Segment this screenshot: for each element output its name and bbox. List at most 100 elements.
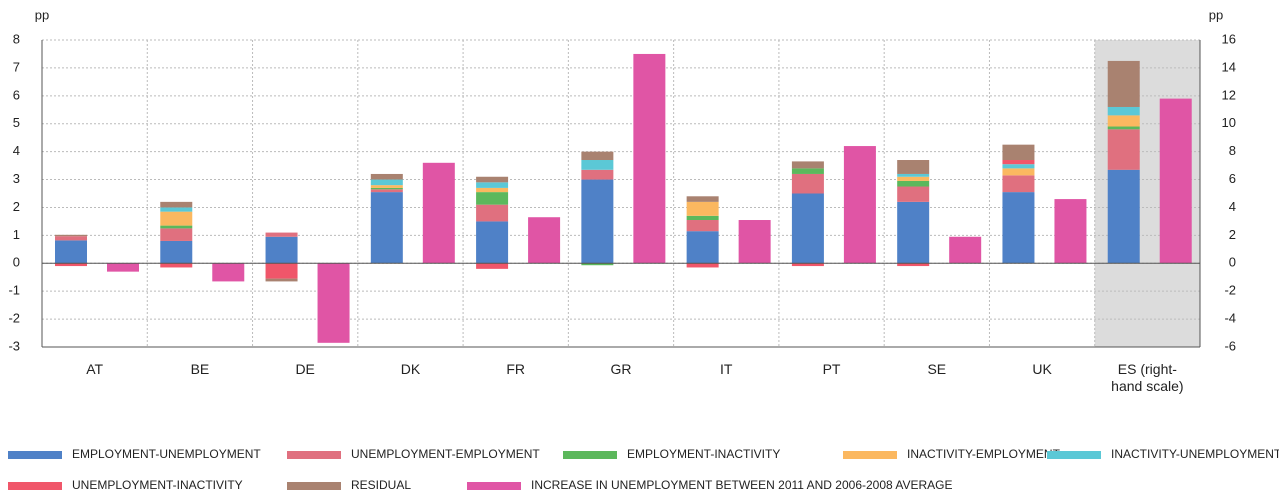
bar [107, 263, 139, 272]
bar-segment [476, 176, 509, 183]
bar-segment [160, 263, 193, 268]
bar-segment [160, 201, 193, 208]
x-tick-label: UK [1032, 361, 1052, 377]
bar-segment [897, 160, 930, 174]
x-tick-label: FR [506, 361, 526, 377]
y2-tick-label: 14 [1222, 59, 1236, 74]
y-tick-label: 3 [13, 171, 20, 186]
legend-swatch [8, 482, 62, 490]
y-axis-label: pp [35, 7, 49, 22]
bar-segment [55, 234, 87, 237]
bar-segment [265, 232, 298, 237]
bar-segment [791, 263, 824, 267]
bar-segment [370, 185, 403, 188]
bar-segment [581, 151, 614, 161]
y-tick-label: 6 [13, 87, 20, 102]
bar-segment [476, 263, 509, 269]
bar-segment [897, 201, 930, 264]
y-tick-label: -2 [8, 311, 20, 326]
bar-segment [55, 236, 87, 241]
bar-segment [160, 211, 193, 226]
legend-swatch [287, 451, 341, 459]
y2-tick-label: 16 [1222, 31, 1236, 46]
bar-segment [686, 215, 719, 221]
bar-segment [160, 207, 193, 212]
legend-label: RESIDUAL [351, 478, 411, 492]
bar-segment [160, 240, 193, 264]
y-tick-label: 1 [13, 227, 20, 242]
bar-segment [370, 192, 403, 264]
legend-swatch [1047, 451, 1101, 459]
bar-segment [160, 225, 193, 229]
bar-segment [476, 221, 509, 264]
y-tick-label: -3 [8, 338, 20, 353]
bar-segment [1107, 126, 1140, 130]
x-tick-label: DK [400, 361, 421, 377]
bar-segment [55, 240, 87, 264]
bar-segment [1107, 169, 1140, 264]
y-tick-label: -1 [8, 283, 20, 298]
bar-segment [370, 189, 403, 193]
bar-segment [476, 187, 509, 193]
bar-segment [476, 192, 509, 205]
bar [317, 263, 350, 343]
y-tick-label: 4 [13, 143, 20, 158]
bar-segment [1002, 164, 1035, 169]
legend-label: UNEMPLOYMENT-INACTIVITY [72, 478, 243, 492]
bar-segment [1107, 106, 1140, 116]
y2-tick-label: 10 [1222, 115, 1236, 130]
x-tick-label: GR [610, 361, 632, 377]
bar-segment [1002, 192, 1035, 264]
bar-segment [581, 179, 614, 264]
y2-tick-label: 4 [1229, 199, 1236, 214]
bar-segment [1002, 160, 1035, 165]
bar [633, 53, 666, 264]
bar [212, 263, 245, 282]
bar-segment [160, 228, 193, 241]
bar-segment [1107, 115, 1140, 127]
bar-segment [1107, 129, 1140, 170]
bar-segment [370, 179, 403, 186]
bar-segment [897, 186, 930, 202]
bar-segment [370, 187, 403, 190]
bar-segment [897, 176, 930, 181]
bar [843, 146, 876, 264]
y2-tick-label: 2 [1229, 227, 1236, 242]
bar-segment [791, 168, 824, 174]
legend-label: EMPLOYMENT-INACTIVITY [627, 447, 780, 461]
bar [422, 162, 455, 264]
bar-segment [791, 161, 824, 169]
bar-segment [265, 236, 298, 264]
legend-swatch [563, 451, 617, 459]
y2-axis-label: pp [1209, 7, 1223, 22]
bar-segment [55, 263, 87, 267]
bar-segment [897, 263, 930, 267]
y-tick-label: 0 [13, 255, 20, 270]
bar [949, 236, 982, 264]
x-tick-label: IT [720, 361, 733, 377]
bar-segment [897, 180, 930, 187]
bar-segment [581, 160, 614, 170]
legend-swatch [843, 451, 897, 459]
x-tick-label: BE [190, 361, 210, 377]
bar-segment [791, 173, 824, 194]
bar [1054, 199, 1087, 264]
bar-segment [1002, 168, 1035, 176]
legend-label: INACTIVITY-UNEMPLOYMENT [1111, 447, 1279, 461]
bar-segment [265, 278, 298, 282]
bar-segment [370, 173, 403, 180]
legend-swatch [8, 451, 62, 459]
bar-segment [1002, 144, 1035, 161]
y2-tick-label: 8 [1229, 143, 1236, 158]
bar-segment [1002, 175, 1035, 193]
legend-label: EMPLOYMENT-UNEMPLOYMENT [72, 447, 261, 461]
x-tick-label: SE [927, 361, 947, 377]
y2-tick-label: -6 [1224, 338, 1236, 353]
y-tick-label: 2 [13, 199, 20, 214]
bar-segment [1107, 60, 1140, 107]
y2-tick-label: 0 [1229, 255, 1236, 270]
bar-segment [791, 193, 824, 264]
y2-tick-label: 12 [1222, 87, 1236, 102]
bar-segment [686, 231, 719, 264]
